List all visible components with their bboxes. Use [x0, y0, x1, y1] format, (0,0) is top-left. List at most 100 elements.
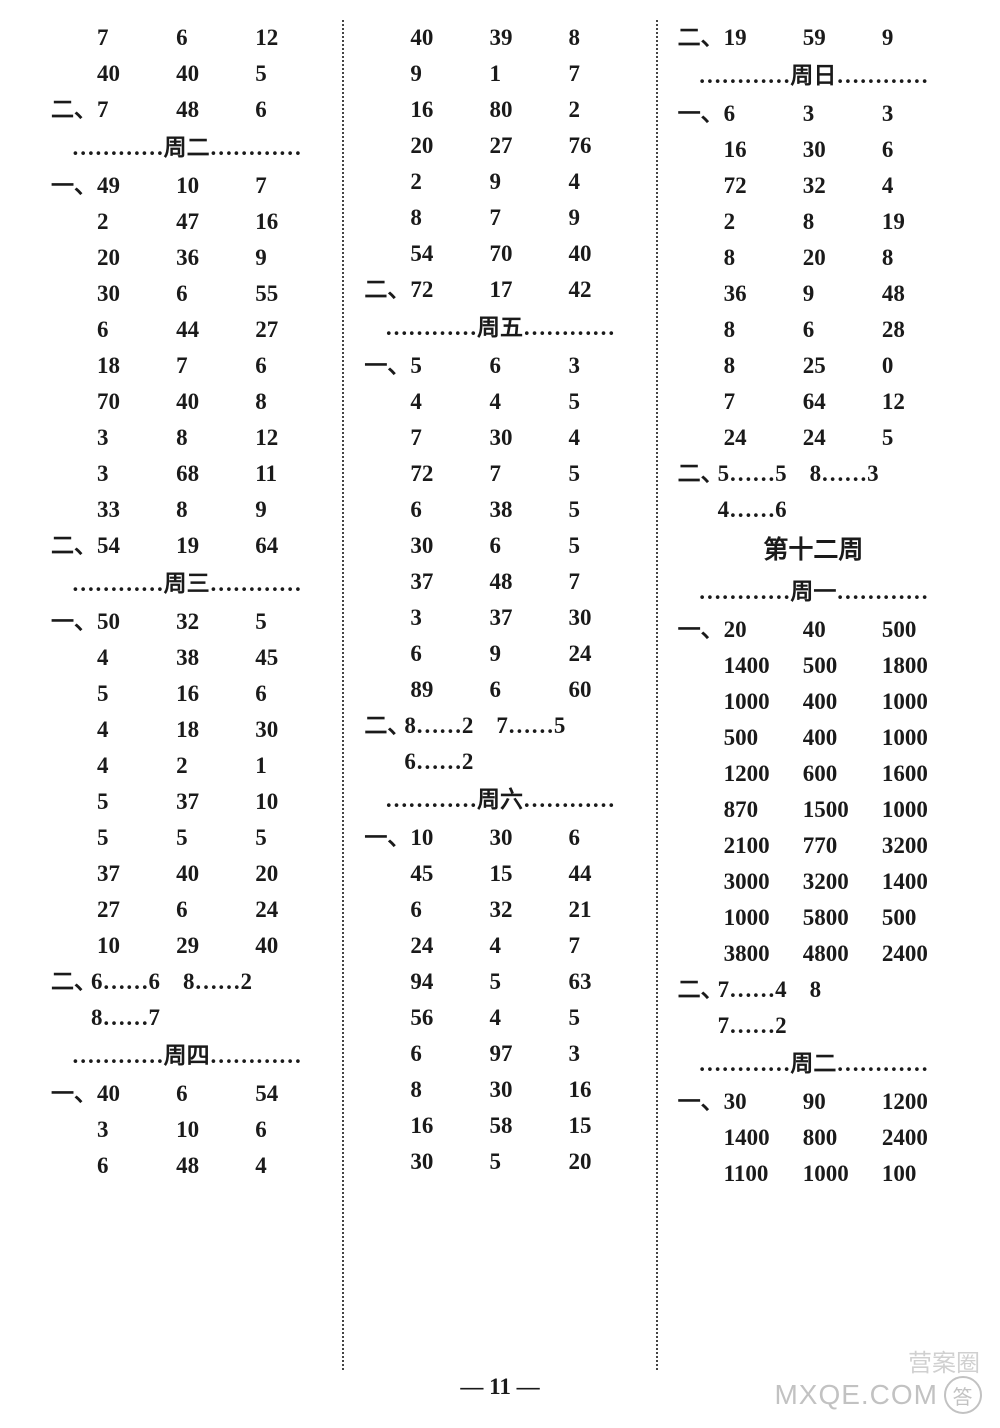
answer-row: 2447 [358, 928, 641, 964]
answer-value: 1200 [718, 756, 797, 792]
answer-value: 9 [249, 240, 328, 276]
answer-row: 二、721742 [358, 272, 641, 308]
answer-value: 1000 [718, 684, 797, 720]
answer-value: 38 [483, 492, 562, 528]
answer-value: 89 [404, 672, 483, 708]
day-header: …………周一………… [672, 572, 955, 612]
answer-value: 36 [170, 240, 249, 276]
answer-row: 5166 [45, 676, 328, 712]
answer-value: 28 [876, 312, 955, 348]
answer-row: 917 [358, 56, 641, 92]
answer-value: 10 [91, 928, 170, 964]
answer-value: 3 [876, 96, 955, 132]
column: 4039891716802202776294879547040二、721742…… [348, 20, 651, 1370]
answer-row: 6385 [358, 492, 641, 528]
answer-row: 94563 [358, 964, 641, 1000]
answer-value: 5 [876, 420, 955, 456]
answer-value: 36 [718, 276, 797, 312]
answer-value: 39 [483, 20, 562, 56]
answer-value: 24 [718, 420, 797, 456]
answer-value: 24 [797, 420, 876, 456]
answer-row: 7304 [358, 420, 641, 456]
section-prefix [51, 712, 91, 748]
answer-value: 54 [91, 528, 170, 564]
answer-value: 12 [249, 20, 328, 56]
day-header: …………周五………… [358, 308, 641, 348]
answer-value: 40 [563, 236, 642, 272]
answer-value: 8 [170, 420, 249, 456]
page-content: 761240405二、7486…………周二…………一、4910724716203… [0, 0, 1000, 1370]
answer-text: 6……2 [358, 744, 641, 780]
answer-row: 37487 [358, 564, 641, 600]
column-divider [342, 20, 344, 1370]
section-prefix [364, 1036, 404, 1072]
answer-value: 3 [91, 1112, 170, 1148]
answer-row: 5004001000 [672, 720, 955, 756]
answer-value: 9 [404, 56, 483, 92]
answer-value: 7 [563, 56, 642, 92]
section-prefix: 一、 [678, 612, 718, 648]
answer-value: 64 [797, 384, 876, 420]
section-prefix [364, 636, 404, 672]
answer-value: 3800 [718, 936, 797, 972]
answer-row: 63221 [358, 892, 641, 928]
answer-row: 102940 [45, 928, 328, 964]
answer-value: 9 [563, 200, 642, 236]
section-prefix [51, 676, 91, 712]
answer-value: 6 [483, 348, 562, 384]
answer-row: 二、541964 [45, 528, 328, 564]
answer-value: 8 [249, 384, 328, 420]
section-prefix [51, 56, 91, 92]
answer-value: 10 [404, 820, 483, 856]
answer-value: 6 [249, 1112, 328, 1148]
section-prefix [51, 640, 91, 676]
answer-value: 400 [797, 684, 876, 720]
answer-value: 3200 [876, 828, 955, 864]
answer-value: 500 [876, 900, 955, 936]
answer-row: 8208 [672, 240, 955, 276]
answer-value: 400 [797, 720, 876, 756]
section-prefix [364, 456, 404, 492]
answer-value: 1600 [876, 756, 955, 792]
answer-value: 58 [483, 1108, 562, 1144]
section-prefix: 二、 [51, 964, 91, 1000]
section-prefix [51, 420, 91, 456]
answer-value: 9 [483, 636, 562, 672]
answer-value: 5……5 8……3 [718, 456, 879, 492]
answer-value: 5 [563, 456, 642, 492]
answer-value: 54 [249, 1076, 328, 1112]
section-prefix: 二、 [678, 20, 718, 56]
answer-value: 19 [876, 204, 955, 240]
section-prefix: 一、 [678, 1084, 718, 1120]
section-prefix [364, 1144, 404, 1180]
answer-value: 19 [718, 20, 797, 56]
answer-value: 2100 [718, 828, 797, 864]
answer-value: 6 [170, 20, 249, 56]
section-prefix [364, 164, 404, 200]
answer-value: 9 [876, 20, 955, 56]
answer-value: 0 [876, 348, 955, 384]
watermark-text: MXQE.COM [774, 1379, 938, 1411]
section-prefix: 一、 [678, 96, 718, 132]
section-prefix [51, 1148, 91, 1184]
answer-value: 12 [249, 420, 328, 456]
section-prefix [51, 348, 91, 384]
answer-value: 42 [563, 272, 642, 308]
answer-row: 64427 [45, 312, 328, 348]
answer-value: 7 [91, 92, 170, 128]
answer-value: 90 [797, 1084, 876, 1120]
section-prefix [678, 132, 718, 168]
answer-value: 6 [404, 1036, 483, 1072]
answer-value: 45 [404, 856, 483, 892]
answer-value: 54 [404, 236, 483, 272]
answer-value: 3 [563, 348, 642, 384]
section-prefix [678, 684, 718, 720]
answer-row: 一、2040500 [672, 612, 955, 648]
answer-value: 1400 [718, 648, 797, 684]
day-header: …………周二………… [45, 128, 328, 168]
answer-value: 5 [404, 348, 483, 384]
answer-value: 8 [404, 200, 483, 236]
section-prefix [51, 784, 91, 820]
answer-value: 30 [797, 132, 876, 168]
section-prefix [51, 820, 91, 856]
